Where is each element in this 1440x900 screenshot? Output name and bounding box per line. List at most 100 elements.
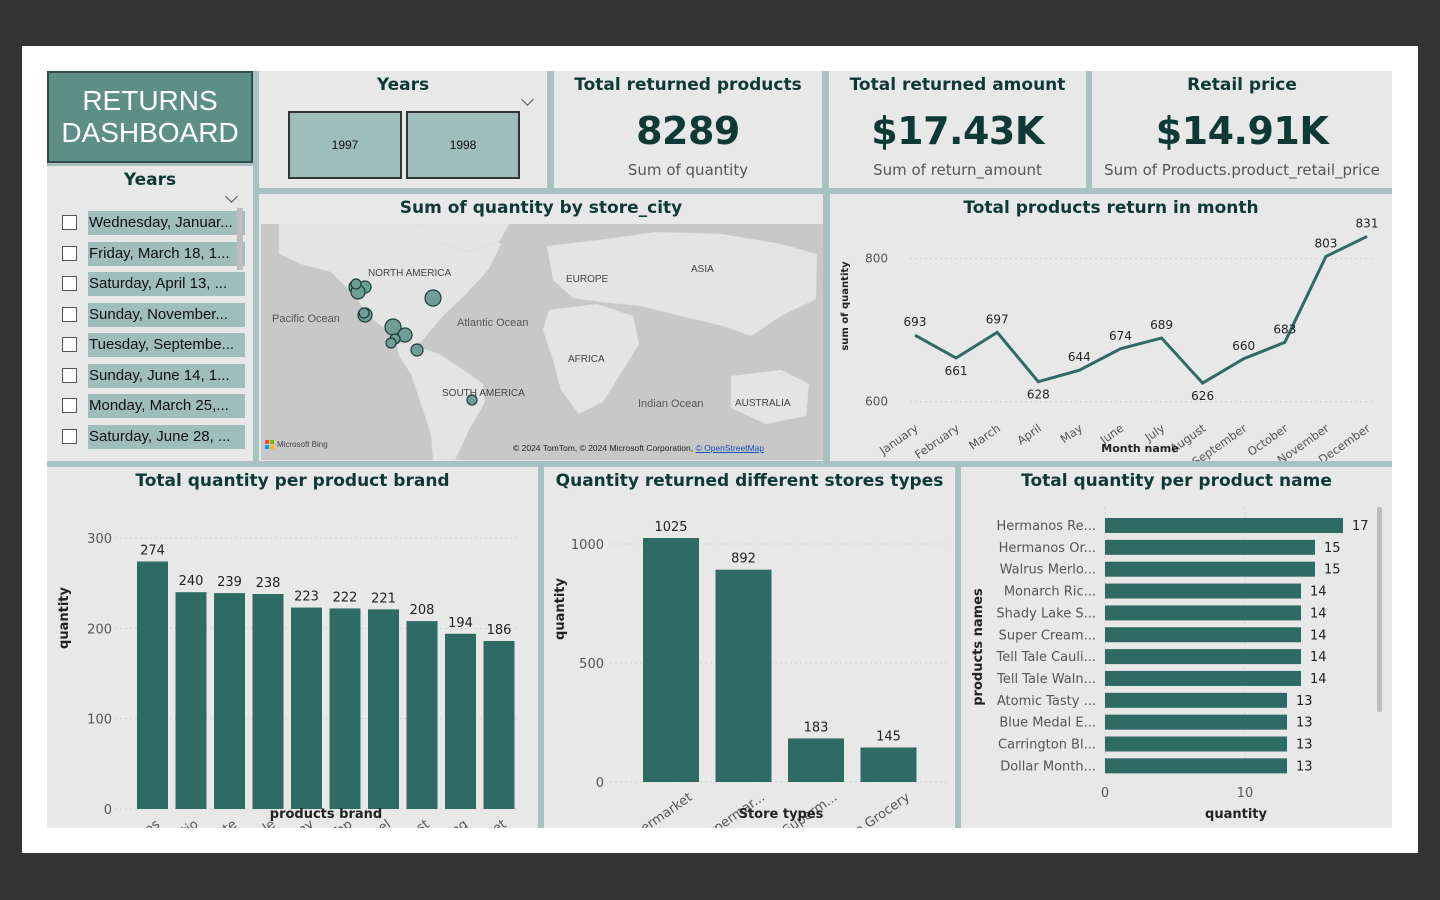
x-tick-label: Sunset — [464, 817, 509, 828]
data-label: 145 — [876, 729, 901, 744]
map-label-atlantic: Atlantic Ocean — [457, 317, 529, 329]
date-slicer-item[interactable]: Saturday, June 28, ... — [62, 424, 247, 449]
dashboard-title-box: RETURNS DASHBOARD — [47, 71, 253, 163]
y-tick-label: Hermanos Or... — [999, 541, 1096, 556]
bar — [175, 592, 207, 809]
x-tick-label: Hermanos — [100, 817, 163, 828]
year-option-1998[interactable]: 1998 — [406, 111, 520, 179]
y-tick-label: 1000 — [571, 538, 604, 553]
chart-title: Quantity returned different stores types — [555, 471, 944, 491]
y-tick-label: Tell Tale Waln... — [996, 672, 1096, 687]
product-bar-chart-svg: 0 10 17 Hermanos Re... 15 Hermanos Or... 15 Wal… — [971, 507, 1369, 822]
date-slicer-item-label: Friday, March 18, 1... — [88, 241, 245, 266]
map-canvas[interactable]: NORTH AMERICA EUROPE ASIA Pacific Ocean … — [261, 224, 823, 460]
checkbox[interactable] — [62, 245, 77, 261]
openstreetmap-link[interactable]: © OpenStreetMap — [695, 443, 765, 453]
chevron-down-icon[interactable] — [521, 93, 534, 106]
date-slicer-item-label: Sunday, November... — [88, 302, 245, 327]
date-slicer-item[interactable]: Wednesday, Januar... — [62, 211, 247, 235]
kpi-value: $17.43K — [871, 109, 1044, 153]
date-slicer-item-label: Tuesday, Septembe... — [88, 333, 245, 357]
date-slicer-item[interactable]: Tuesday, Septembe... — [62, 333, 247, 357]
store-bar-chart-svg: 050010001025Supermarket892Deluxe Superma… — [553, 520, 949, 828]
date-slicer-item-label: Saturday, April 13, ... — [88, 272, 245, 296]
chevron-down-icon[interactable] — [225, 190, 238, 203]
brand-quantity-chart: Total quantity per product brand 0 100 200… — [47, 467, 538, 828]
map-label-europe: EUROPE — [566, 274, 609, 285]
world-map-land — [278, 224, 818, 460]
bar — [368, 609, 399, 809]
chart-title: Total quantity per product brand — [135, 471, 450, 491]
x-tick-label: March — [966, 421, 1003, 453]
bar — [1105, 518, 1343, 533]
checkbox[interactable] — [62, 215, 77, 230]
data-label: 223 — [294, 590, 319, 605]
map-attribution: © 2024 TomTom, © 2024 Microsoft Corporat… — [513, 443, 764, 453]
bar — [252, 594, 284, 809]
checkbox[interactable] — [62, 276, 77, 291]
data-label: 13 — [1296, 694, 1313, 709]
bar — [1105, 539, 1315, 555]
kpi-value: $14.91K — [1155, 109, 1329, 153]
checkbox[interactable] — [62, 367, 77, 383]
date-slicer-item[interactable]: Friday, March 18, 1... — [62, 241, 247, 266]
checkbox[interactable] — [62, 398, 77, 413]
date-slicer-item[interactable]: Saturday, April 13, ... — [62, 272, 247, 296]
date-slicer-item[interactable]: Sunday, November... — [62, 302, 247, 327]
data-label: 15 — [1324, 563, 1341, 578]
slicer-scrollbar[interactable] — [237, 208, 243, 270]
bar — [1105, 583, 1301, 599]
data-label: 14 — [1310, 606, 1327, 621]
map-attribution-text: © 2024 TomTom, © 2024 Microsoft Corporat… — [513, 443, 694, 453]
bar — [860, 747, 917, 782]
data-label: 194 — [448, 616, 473, 631]
y-tick-label: 600 — [865, 395, 888, 409]
map-title: Sum of quantity by store_city — [399, 198, 683, 218]
x-axis-title: Month name — [1101, 442, 1178, 455]
report-canvas: RETURNS DASHBOARD Years Wednesday, Janua… — [22, 46, 1418, 853]
data-label: 644 — [1068, 350, 1091, 364]
monthly-returns-chart: Total products return in month 600 800 693… — [830, 194, 1392, 461]
kpi-title: Total returned amount — [849, 75, 1066, 95]
checkbox[interactable] — [62, 428, 77, 444]
years-slicer-title: Years — [376, 75, 430, 95]
y-tick-label: 300 — [87, 532, 112, 547]
date-slicer-title: Years — [123, 170, 177, 190]
checkbox[interactable] — [62, 306, 77, 322]
data-label: 15 — [1324, 541, 1341, 556]
map-label-africa: AFRICA — [568, 354, 605, 365]
bar — [715, 569, 772, 782]
date-slicer-item[interactable]: Monday, March 25,... — [62, 394, 247, 418]
data-label: 221 — [371, 591, 396, 606]
year-option-1997[interactable]: 1997 — [288, 111, 402, 179]
bar — [445, 633, 476, 809]
chart-scrollbar[interactable] — [1377, 507, 1382, 712]
chart-title: Total quantity per product name — [1021, 471, 1332, 491]
data-label: 13 — [1296, 716, 1313, 731]
dashboard-title: RETURNS DASHBOARD — [61, 85, 239, 148]
kpi-subtitle: Sum of return_amount — [873, 161, 1042, 179]
product-name-chart: Total quantity per product name 0 10 17 Her… — [961, 467, 1392, 828]
data-label: 183 — [804, 720, 829, 735]
x-axis-title: products brand — [270, 807, 382, 822]
date-slicer-item[interactable]: Sunday, June 14, 1... — [62, 363, 247, 388]
kpi-title: Total returned products — [574, 75, 802, 95]
x-axis-title: quantity — [1205, 807, 1267, 822]
data-label: 13 — [1296, 759, 1313, 774]
data-label: 238 — [256, 576, 281, 591]
x-tick-label: Fast — [402, 817, 432, 828]
series-line — [914, 235, 1368, 386]
y-tick-label: 0 — [104, 803, 112, 818]
map-label-indian: Indian Ocean — [638, 398, 704, 410]
line-chart-svg: 600 800 693 661 697 628 644 674 689 626 660 683 803 8… — [840, 216, 1379, 461]
bing-label: Microsoft Bing — [277, 440, 328, 449]
x-tick-label: February — [912, 421, 962, 461]
checkbox[interactable] — [62, 337, 77, 352]
y-tick-label: 100 — [87, 713, 112, 728]
data-label: 831 — [1356, 216, 1379, 230]
chart-title: Total products return in month — [963, 198, 1259, 218]
bar — [214, 593, 245, 809]
bar — [643, 538, 699, 782]
y-axis-title: products names — [971, 588, 986, 706]
data-label: 186 — [487, 623, 512, 638]
